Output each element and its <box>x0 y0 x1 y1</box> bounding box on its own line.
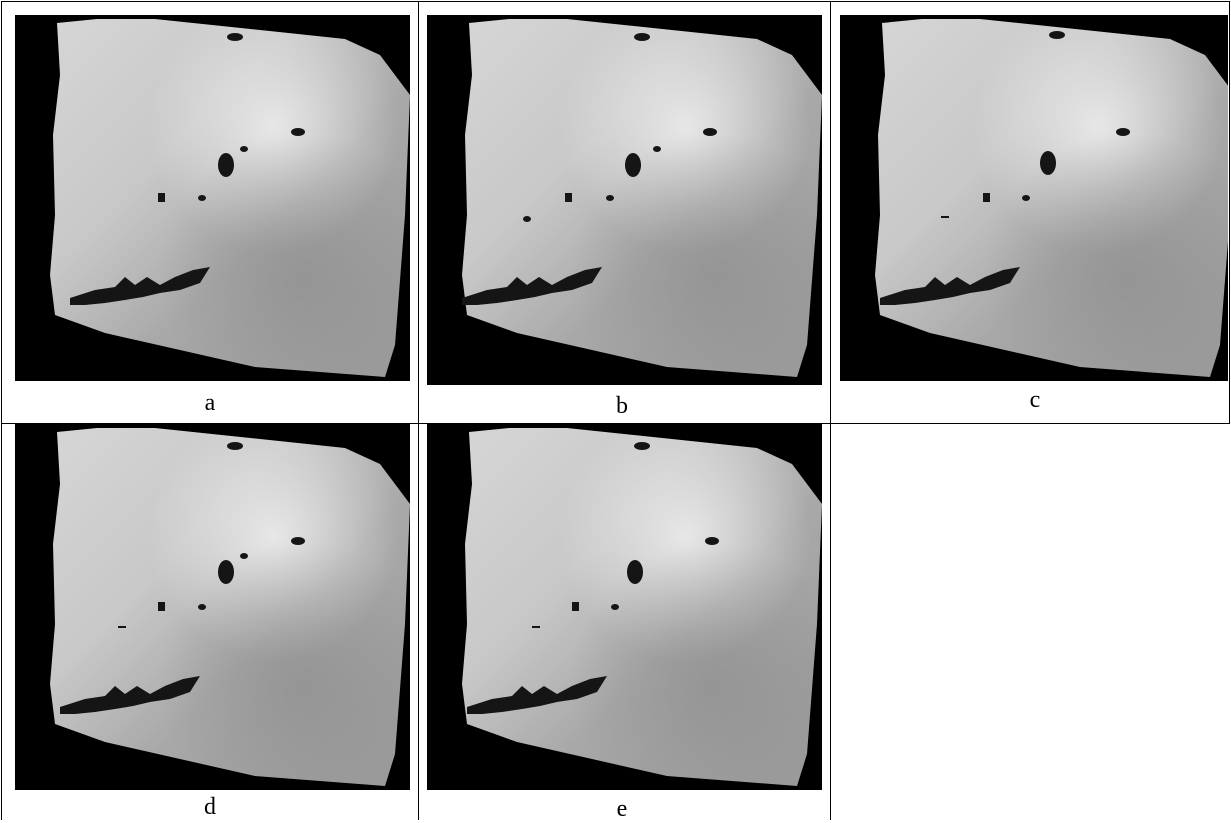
elevation-map <box>50 428 410 786</box>
panel-label-d: d <box>204 794 216 820</box>
panel-image-e <box>427 424 822 790</box>
panel-image-b <box>427 15 822 385</box>
table-row-divider <box>1 423 1230 424</box>
panel-label-b: b <box>616 393 628 419</box>
panel-image-d <box>15 424 410 790</box>
table-border-right <box>1229 1 1230 424</box>
elevation-map <box>462 428 822 786</box>
panel-label-c: c <box>1029 387 1041 413</box>
table-border-left <box>1 1 2 820</box>
panel-image-c <box>840 15 1228 381</box>
elevation-map <box>875 19 1228 377</box>
elevation-map <box>50 19 410 377</box>
panel-image-a <box>15 15 410 381</box>
lake-features <box>880 31 1130 305</box>
table-border-top <box>1 1 1230 2</box>
lake-features <box>467 442 719 714</box>
elevation-map <box>462 19 822 377</box>
table-column-divider <box>830 1 831 820</box>
lake-features <box>70 33 305 305</box>
lake-features <box>60 442 305 714</box>
lake-features <box>462 33 717 305</box>
table-column-divider <box>418 1 419 820</box>
panel-label-a: a <box>204 390 216 416</box>
panel-label-e: e <box>616 796 628 822</box>
